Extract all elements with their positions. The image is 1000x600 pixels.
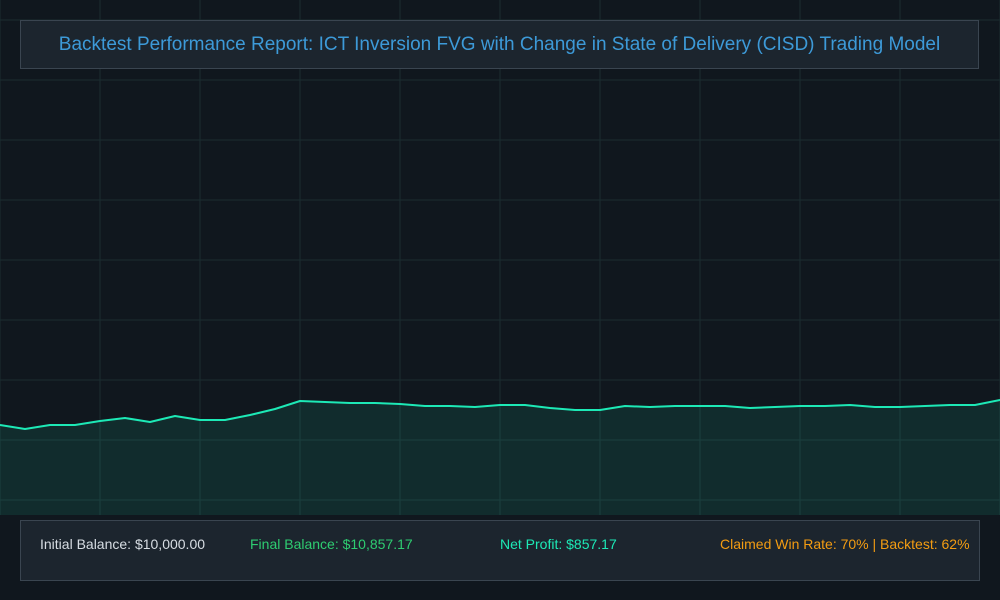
chart-grid (0, 0, 1000, 515)
equity-point (549, 407, 551, 409)
equity-point (824, 405, 826, 407)
equity-point (649, 406, 651, 408)
equity-point (599, 409, 601, 411)
equity-point (849, 404, 851, 406)
stats-panel: Initial Balance: $10,000.00 Final Balanc… (20, 520, 980, 581)
equity-point (374, 402, 376, 404)
equity-point (974, 404, 976, 406)
equity-point (124, 417, 126, 419)
equity-point (524, 404, 526, 406)
equity-point (274, 408, 276, 410)
equity-points (0, 399, 1000, 430)
equity-point (874, 406, 876, 408)
equity-point (0, 424, 1, 426)
equity-point (724, 405, 726, 407)
equity-point (749, 407, 751, 409)
equity-point (249, 414, 251, 416)
equity-point (799, 405, 801, 407)
equity-point (924, 405, 926, 407)
equity-point (324, 401, 326, 403)
equity-area-fill (0, 400, 1000, 515)
report-title-box: Backtest Performance Report: ICT Inversi… (20, 20, 979, 69)
equity-point (899, 406, 901, 408)
equity-point (24, 428, 26, 430)
initial-balance-stat: Initial Balance: $10,000.00 (40, 536, 206, 552)
equity-point (449, 405, 451, 407)
final-balance-stat: Final Balance: $10,857.17 (250, 536, 413, 552)
equity-point (399, 403, 401, 405)
equity-point (624, 405, 626, 407)
equity-point (224, 419, 226, 421)
report-title: Backtest Performance Report: ICT Inversi… (58, 33, 941, 55)
equity-point (774, 406, 776, 408)
equity-point (74, 424, 76, 426)
equity-point (149, 421, 151, 423)
equity-point (299, 400, 301, 402)
equity-point (199, 419, 201, 421)
equity-point (49, 424, 51, 426)
equity-point (349, 402, 351, 404)
equity-point (99, 420, 101, 422)
equity-point (424, 405, 426, 407)
equity-point (174, 415, 176, 417)
net-profit-stat: Net Profit: $857.17 (500, 536, 617, 552)
equity-point (474, 406, 476, 408)
equity-point (674, 405, 676, 407)
equity-point (949, 404, 951, 406)
equity-point (499, 404, 501, 406)
equity-point (699, 405, 701, 407)
equity-point (574, 409, 576, 411)
win-rate-stat: Claimed Win Rate: 70% | Backtest: 62% (720, 536, 970, 552)
